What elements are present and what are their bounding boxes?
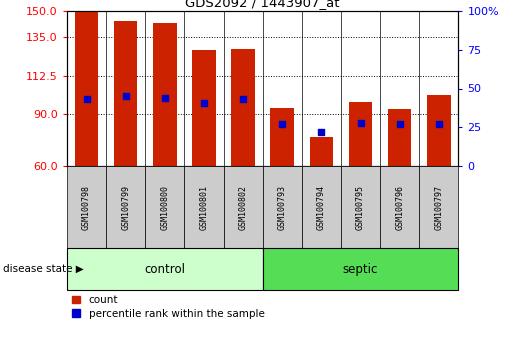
Point (278, 121, 286, 127)
Bar (106, 166, 145, 248)
Point (396, 121, 404, 127)
Bar (302, 166, 341, 248)
Bar (192, 50, 216, 166)
Bar (419, 166, 458, 248)
Point (317, 129, 325, 135)
Text: GSM100794: GSM100794 (317, 184, 326, 230)
Text: GSM100798: GSM100798 (82, 184, 91, 230)
Bar (184, 166, 224, 248)
Text: GSM100799: GSM100799 (121, 184, 130, 230)
Title: GDS2092 / 1443907_at: GDS2092 / 1443907_at (185, 0, 340, 10)
Text: GSM100796: GSM100796 (395, 184, 404, 230)
Text: GSM100797: GSM100797 (434, 184, 443, 230)
Bar (349, 102, 372, 166)
Bar (67, 166, 106, 248)
Bar (231, 49, 255, 166)
Text: GSM100801: GSM100801 (199, 184, 209, 230)
Bar (75, 11, 98, 166)
Text: GSM100802: GSM100802 (238, 184, 248, 230)
Bar (341, 166, 380, 248)
Bar (153, 23, 177, 166)
Point (161, 95, 169, 101)
Point (200, 100, 208, 105)
Bar (67, 248, 263, 290)
Bar (388, 109, 411, 166)
Bar (145, 166, 184, 248)
Legend: count, percentile rank within the sample: count, percentile rank within the sample (72, 296, 265, 319)
Point (122, 93, 130, 99)
Point (239, 97, 247, 102)
Point (356, 120, 365, 126)
Bar (114, 21, 138, 166)
Text: control: control (144, 263, 185, 275)
Text: septic: septic (343, 263, 378, 275)
Point (435, 121, 443, 127)
Bar (380, 166, 419, 248)
Text: GSM100800: GSM100800 (160, 184, 169, 230)
Text: GSM100795: GSM100795 (356, 184, 365, 230)
Text: GSM100793: GSM100793 (278, 184, 287, 230)
Bar (310, 137, 333, 166)
Bar (224, 166, 263, 248)
Text: disease state ▶: disease state ▶ (3, 264, 83, 274)
Point (82, 97, 91, 102)
Bar (270, 108, 294, 166)
Bar (263, 248, 458, 290)
Bar (427, 96, 451, 166)
Bar (263, 166, 302, 248)
